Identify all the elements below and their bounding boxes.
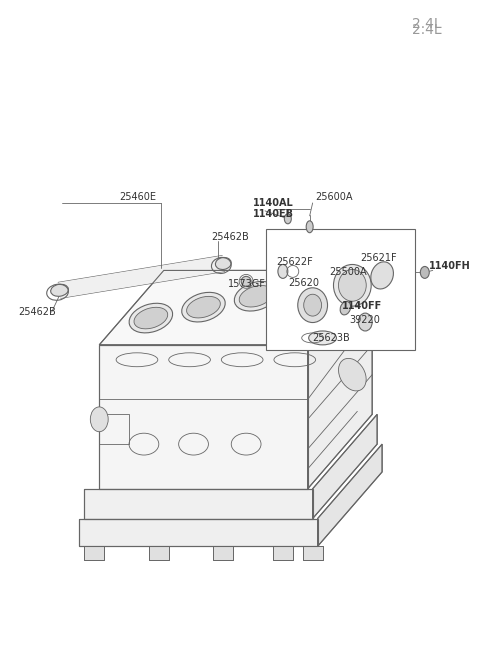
Ellipse shape: [241, 276, 251, 286]
Polygon shape: [149, 546, 169, 560]
Text: 2.4L: 2.4L: [412, 17, 442, 31]
Polygon shape: [308, 271, 372, 489]
Ellipse shape: [304, 294, 322, 316]
Ellipse shape: [216, 257, 231, 269]
Bar: [266, 229, 415, 350]
Ellipse shape: [338, 358, 366, 391]
Polygon shape: [58, 255, 225, 298]
Ellipse shape: [358, 313, 372, 331]
Text: 2.4L: 2.4L: [412, 23, 442, 37]
Ellipse shape: [239, 286, 273, 307]
Text: 25462B: 25462B: [211, 232, 249, 242]
Ellipse shape: [129, 303, 173, 333]
Ellipse shape: [420, 267, 429, 278]
Polygon shape: [99, 271, 372, 345]
Ellipse shape: [334, 265, 371, 306]
Polygon shape: [214, 546, 233, 560]
Text: 1140FH: 1140FH: [429, 261, 470, 271]
Ellipse shape: [371, 262, 394, 289]
Text: 1140FF: 1140FF: [342, 301, 383, 311]
Text: 25621F: 25621F: [360, 253, 397, 263]
Text: 1573GF: 1573GF: [228, 279, 266, 290]
Ellipse shape: [338, 269, 366, 301]
Text: 25460E: 25460E: [119, 192, 156, 202]
Ellipse shape: [284, 214, 291, 224]
Ellipse shape: [292, 274, 325, 296]
Polygon shape: [273, 546, 293, 560]
Text: 25622F: 25622F: [276, 257, 312, 267]
Polygon shape: [303, 546, 323, 560]
Text: 25620: 25620: [288, 278, 319, 288]
Text: 39220: 39220: [349, 315, 380, 325]
Polygon shape: [312, 415, 377, 519]
Text: 25623B: 25623B: [312, 333, 350, 343]
Ellipse shape: [340, 301, 350, 315]
Ellipse shape: [298, 288, 327, 322]
Ellipse shape: [90, 407, 108, 432]
Polygon shape: [99, 345, 308, 489]
Ellipse shape: [306, 221, 313, 233]
Ellipse shape: [134, 307, 168, 329]
Ellipse shape: [187, 297, 220, 318]
Ellipse shape: [278, 265, 288, 278]
Polygon shape: [79, 519, 318, 546]
Ellipse shape: [182, 292, 225, 322]
Ellipse shape: [234, 282, 278, 311]
Text: 1140AL: 1140AL: [253, 198, 294, 208]
Polygon shape: [318, 444, 382, 546]
Polygon shape: [84, 489, 312, 519]
Ellipse shape: [287, 271, 330, 300]
Ellipse shape: [51, 284, 69, 296]
Text: 1140EB: 1140EB: [253, 209, 294, 219]
Ellipse shape: [309, 331, 336, 345]
Text: 25600A: 25600A: [316, 192, 353, 202]
Text: 25500A: 25500A: [329, 267, 367, 278]
Polygon shape: [84, 546, 104, 560]
Text: 25462B: 25462B: [18, 307, 56, 317]
